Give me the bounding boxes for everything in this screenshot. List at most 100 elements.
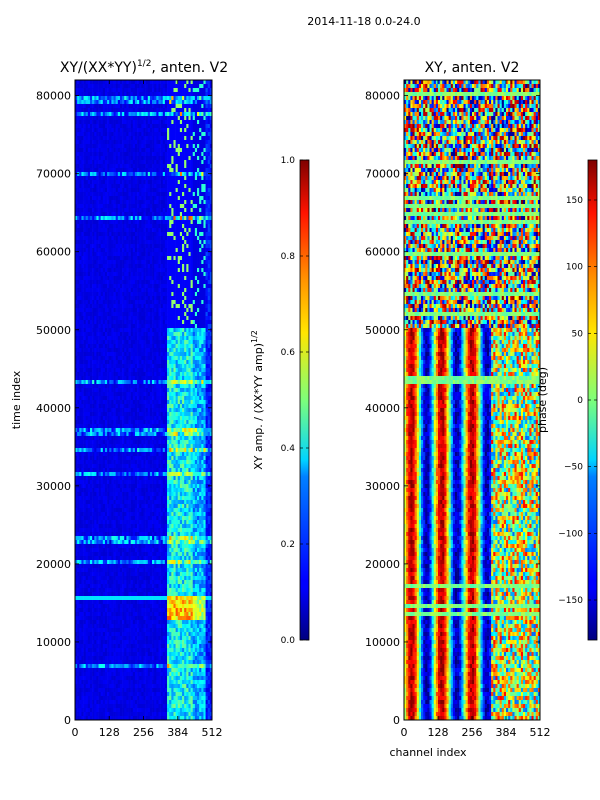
heatmap-cell bbox=[171, 188, 174, 193]
heatmap-cell bbox=[107, 332, 110, 337]
heatmap-cell bbox=[203, 364, 206, 369]
heatmap-cell bbox=[119, 104, 123, 109]
heatmap-cell bbox=[124, 296, 127, 301]
heatmap-cell bbox=[184, 276, 187, 281]
heatmap-cell bbox=[79, 304, 82, 309]
heatmap-cell bbox=[147, 336, 151, 341]
heatmap-cell bbox=[173, 360, 176, 365]
heatmap-cell bbox=[173, 388, 176, 393]
heatmap-cell bbox=[205, 236, 209, 241]
heatmap-cell bbox=[160, 300, 164, 305]
heatmap-cell bbox=[145, 164, 149, 169]
heatmap-cell bbox=[156, 208, 159, 213]
heatmap-cell bbox=[102, 380, 106, 385]
heatmap-cell bbox=[113, 148, 116, 153]
heatmap-cell bbox=[77, 168, 80, 173]
heatmap-cell bbox=[175, 336, 179, 341]
heatmap-cell bbox=[184, 300, 187, 305]
heatmap-cell bbox=[117, 340, 121, 345]
heatmap-cell bbox=[83, 376, 86, 381]
heatmap-cell bbox=[96, 124, 99, 129]
heatmap-cell bbox=[190, 120, 194, 125]
heatmap-cell bbox=[192, 148, 196, 153]
heatmap-cell bbox=[201, 92, 204, 97]
heatmap-cell bbox=[81, 148, 84, 153]
heatmap-cell bbox=[160, 180, 164, 185]
heatmap-cell bbox=[175, 244, 179, 249]
heatmap-cell bbox=[134, 264, 138, 269]
heatmap-cell bbox=[199, 248, 202, 253]
heatmap-cell bbox=[182, 236, 185, 241]
heatmap-cell bbox=[154, 324, 157, 329]
heatmap-cell bbox=[188, 112, 191, 117]
heatmap-cell bbox=[85, 196, 89, 201]
heatmap-cell bbox=[184, 320, 187, 325]
heatmap-cell bbox=[143, 172, 146, 177]
heatmap-cell bbox=[87, 352, 91, 357]
heatmap-cell bbox=[197, 228, 200, 233]
heatmap-cell bbox=[87, 196, 91, 201]
heatmap-cell bbox=[130, 228, 134, 233]
heatmap-cell bbox=[137, 148, 140, 153]
heatmap-cell bbox=[92, 260, 95, 265]
heatmap-cell bbox=[83, 200, 86, 205]
heatmap-cell bbox=[152, 92, 155, 97]
heatmap-cell bbox=[177, 380, 181, 385]
heatmap-cell bbox=[171, 92, 174, 97]
heatmap-cell bbox=[100, 224, 104, 229]
heatmap-cell bbox=[167, 384, 170, 389]
heatmap-cell bbox=[141, 332, 144, 337]
heatmap-cell bbox=[122, 384, 125, 389]
heatmap-cell bbox=[186, 160, 189, 165]
heatmap-cell bbox=[177, 208, 181, 213]
heatmap-cell bbox=[130, 132, 134, 137]
heatmap-cell bbox=[109, 100, 112, 105]
heatmap-cell bbox=[139, 188, 142, 193]
heatmap-cell bbox=[92, 212, 95, 217]
heatmap-cell bbox=[201, 124, 204, 129]
heatmap-cell bbox=[134, 152, 138, 157]
heatmap-cell bbox=[117, 236, 121, 241]
heatmap-cell bbox=[124, 328, 127, 333]
heatmap-cell bbox=[134, 148, 138, 153]
heatmap-cell bbox=[130, 236, 134, 241]
heatmap-cell bbox=[89, 244, 93, 249]
heatmap-cell bbox=[169, 108, 172, 113]
heatmap-cell bbox=[167, 264, 170, 269]
heatmap-cell bbox=[137, 176, 140, 181]
heatmap-cell bbox=[124, 216, 127, 221]
heatmap-cell bbox=[197, 204, 200, 209]
heatmap-cell bbox=[126, 232, 129, 237]
heatmap-cell bbox=[156, 276, 159, 281]
heatmap-cell bbox=[130, 320, 134, 325]
heatmap-cell bbox=[107, 220, 110, 225]
heatmap-cell bbox=[209, 356, 213, 361]
heatmap-cell bbox=[79, 136, 82, 141]
heatmap-cell bbox=[94, 120, 97, 125]
heatmap-cell bbox=[182, 304, 185, 309]
heatmap-cell bbox=[149, 388, 153, 393]
heatmap-cell bbox=[147, 160, 151, 165]
heatmap-cell bbox=[119, 324, 123, 329]
heatmap-cell bbox=[122, 260, 125, 265]
heatmap-cell bbox=[128, 188, 131, 193]
heatmap-cell bbox=[128, 272, 131, 277]
heatmap-cell bbox=[209, 88, 213, 93]
heatmap-cell bbox=[75, 152, 78, 157]
heatmap-cell bbox=[205, 164, 209, 169]
heatmap-cell bbox=[139, 272, 142, 277]
heatmap-cell bbox=[190, 184, 194, 189]
heatmap-cell bbox=[122, 280, 125, 285]
heatmap-cell bbox=[94, 136, 97, 141]
heatmap-cell bbox=[173, 228, 176, 233]
heatmap-cell bbox=[130, 300, 134, 305]
heatmap-cell bbox=[77, 384, 80, 389]
heatmap-cell bbox=[109, 320, 112, 325]
heatmap-cell bbox=[122, 108, 125, 113]
heatmap-cell bbox=[175, 388, 179, 393]
heatmap-cell bbox=[132, 200, 136, 205]
heatmap-cell bbox=[87, 372, 91, 377]
heatmap-cell bbox=[111, 340, 114, 345]
heatmap-cell bbox=[205, 216, 209, 221]
heatmap-cell bbox=[188, 116, 191, 121]
